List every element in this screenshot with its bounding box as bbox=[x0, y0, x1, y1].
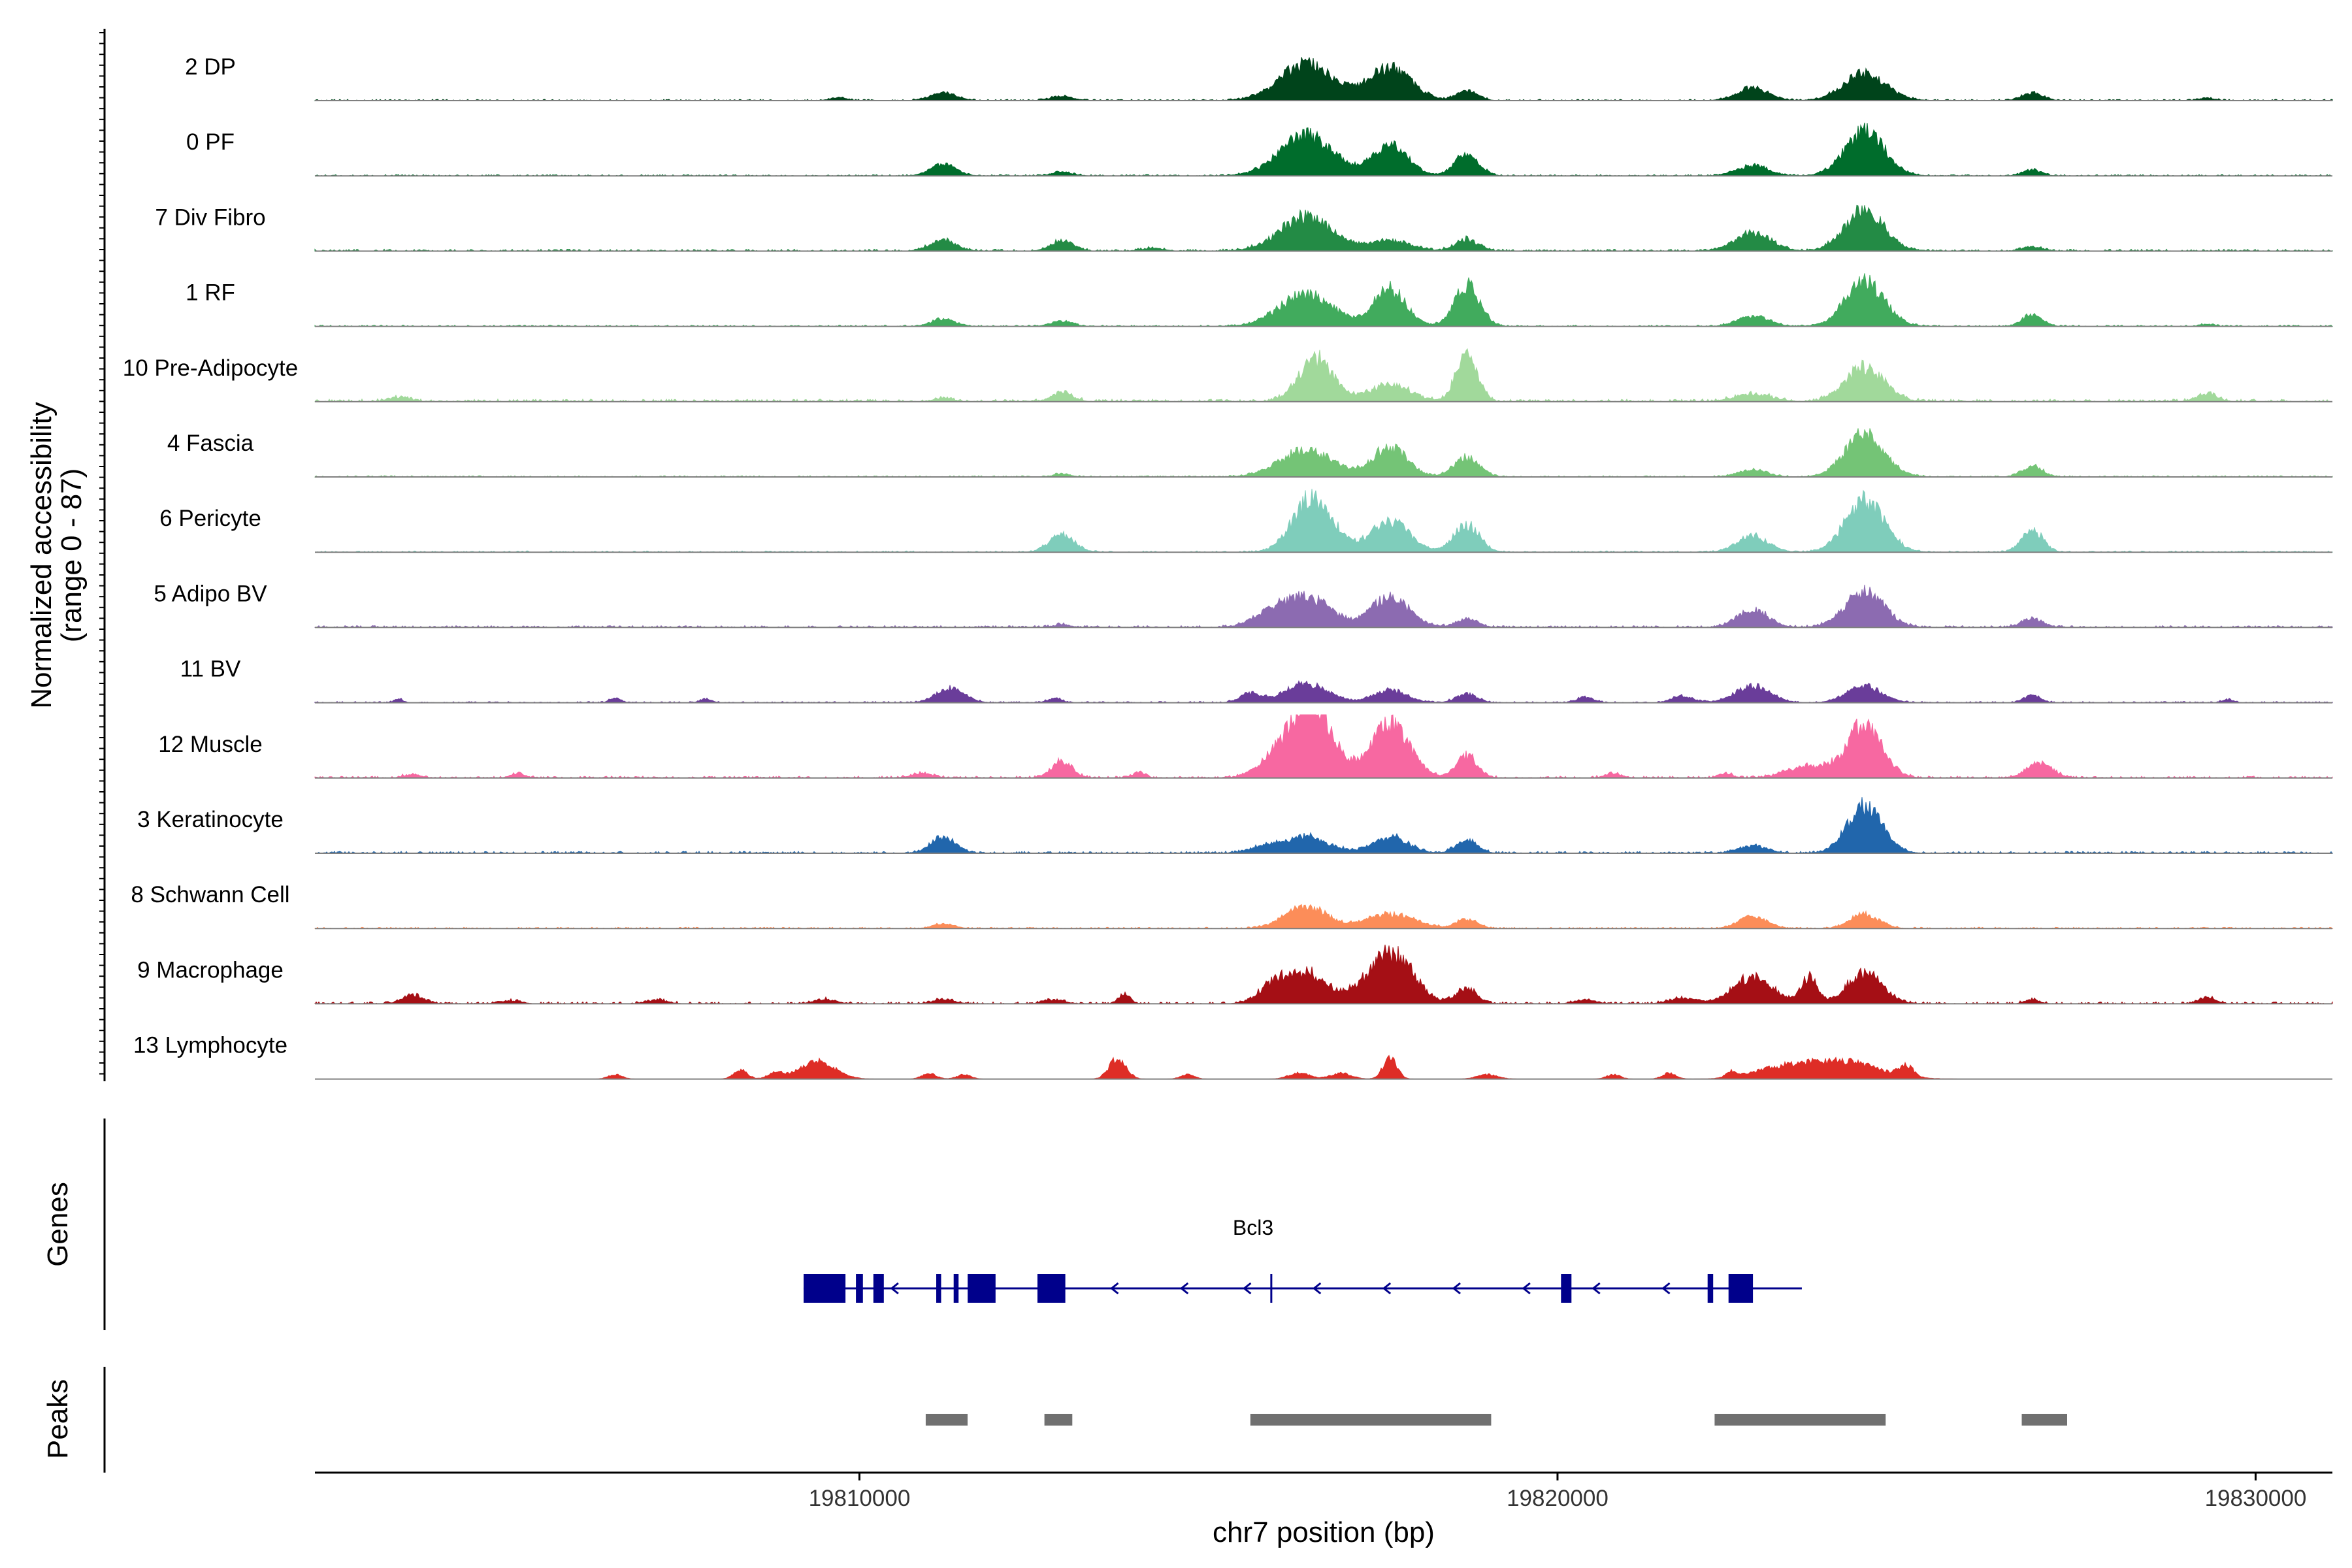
track-label: 8 Schwann Cell bbox=[131, 882, 289, 907]
gene-exon bbox=[1037, 1274, 1066, 1303]
track-label: 13 Lymphocyte bbox=[133, 1033, 287, 1058]
track-13-lymphocyte: 13 Lymphocyte bbox=[133, 1033, 2332, 1080]
track-label: 12 Muscle bbox=[158, 732, 263, 757]
coverage-y-ticks bbox=[99, 32, 105, 1075]
track-label: 0 PF bbox=[186, 129, 235, 155]
coverage-area-11-bv bbox=[314, 680, 2333, 704]
gene-track-label: Genes bbox=[42, 1182, 74, 1267]
coverage-area-2-dp bbox=[314, 57, 2333, 101]
track-1-rf: 1 RF bbox=[186, 273, 2334, 327]
strand-arrow bbox=[1382, 1282, 1392, 1295]
track-0-pf: 0 PF bbox=[186, 122, 2332, 177]
coverage-area-13-lymphocyte bbox=[315, 1054, 2332, 1080]
y-axis-label: Normalized accessibility bbox=[25, 402, 57, 708]
track-9-macrophage: 9 Macrophage bbox=[137, 944, 2333, 1005]
strand-arrow bbox=[1452, 1282, 1461, 1295]
peaks-track-label: Peaks bbox=[42, 1379, 74, 1459]
track-5-adipo-bv: 5 Adipo BV bbox=[154, 581, 2333, 629]
track-label: 11 BV bbox=[180, 657, 241, 682]
peak-region-bar bbox=[925, 1414, 968, 1426]
x-tick-label: 19810000 bbox=[809, 1486, 911, 1511]
strand-arrow bbox=[1522, 1282, 1531, 1295]
x-tick-label: 19830000 bbox=[2205, 1486, 2307, 1511]
gene-exon bbox=[1728, 1274, 1754, 1303]
track-label: 10 Pre-Adipocyte bbox=[123, 355, 298, 381]
accessibility-tracks: 2 DP 0 PF 7 Div Fibro 1 RF 10 Pre-Adipocyte 4… bbox=[123, 54, 2334, 1080]
gene-exon bbox=[873, 1274, 884, 1303]
track-3-keratinocyte: 3 Keratinocyte bbox=[137, 797, 2334, 854]
coverage-area-6-pericyte bbox=[315, 489, 2333, 553]
coverage-area-3-keratinocyte bbox=[315, 797, 2334, 854]
gene-exon bbox=[1707, 1274, 1714, 1303]
x-axis-ticks: 19810000 19820000 19830000 bbox=[809, 1473, 2307, 1511]
track-6-pericyte: 6 Pericyte bbox=[159, 489, 2333, 553]
coverage-area-1-rf bbox=[314, 273, 2334, 327]
x-axis-label: chr7 position (bp) bbox=[1213, 1516, 1435, 1548]
track-11-bv: 11 BV bbox=[180, 657, 2333, 704]
gene-exon bbox=[804, 1274, 846, 1303]
strand-arrow bbox=[1110, 1282, 1119, 1295]
gene-exon bbox=[953, 1274, 959, 1303]
strand-arrow bbox=[1661, 1282, 1671, 1295]
peaks-track: Peaks bbox=[42, 1367, 2067, 1473]
strand-arrow bbox=[1592, 1282, 1601, 1295]
track-label: 6 Pericyte bbox=[159, 506, 261, 531]
coverage-area-7-div-fibro bbox=[314, 204, 2333, 252]
track-4-fascia: 4 Fascia bbox=[167, 428, 2333, 478]
track-label: 3 Keratinocyte bbox=[137, 807, 284, 832]
peak-region-bar bbox=[1044, 1414, 1073, 1426]
gene-exon bbox=[968, 1274, 996, 1303]
track-label: 7 Div Fibro bbox=[155, 204, 265, 230]
track-label: 5 Adipo BV bbox=[154, 581, 267, 606]
coverage-area-8-schwann-cell bbox=[314, 904, 2334, 929]
coverage-area-9-macrophage bbox=[314, 944, 2333, 1005]
track-12-muscle: 12 Muscle bbox=[158, 714, 2333, 779]
track-label: 1 RF bbox=[186, 280, 235, 306]
peak-regions bbox=[925, 1414, 2067, 1426]
x-axis: 19810000 19820000 19830000 chr7 position (… bbox=[315, 1471, 2332, 1548]
gene-name-label: Bcl3 bbox=[1233, 1216, 1273, 1239]
gene-exon bbox=[1561, 1274, 1572, 1303]
strand-arrow bbox=[1179, 1282, 1189, 1295]
track-label: 2 DP bbox=[185, 54, 236, 80]
track-10-pre-adipocyte: 10 Pre-Adipocyte bbox=[123, 348, 2332, 402]
coverage-area-10-pre-adipocyte bbox=[314, 348, 2332, 402]
peak-region-bar bbox=[1714, 1414, 1886, 1426]
coverage-area-4-fascia bbox=[314, 428, 2333, 478]
track-label: 9 Macrophage bbox=[137, 957, 284, 983]
coverage-area-5-adipo-bv bbox=[314, 584, 2333, 629]
strand-arrow bbox=[1312, 1282, 1322, 1295]
track-label: 4 Fascia bbox=[167, 431, 254, 456]
x-tick-label: 19820000 bbox=[1507, 1486, 1609, 1511]
coverage-area-12-muscle bbox=[314, 714, 2333, 779]
track-2-dp: 2 DP bbox=[185, 54, 2333, 101]
gene-track: Genes Bcl3 bbox=[42, 1119, 1802, 1330]
y-axis-label-range: (range 0 - 87) bbox=[56, 468, 88, 643]
gene-exon bbox=[936, 1274, 941, 1303]
gene-model-bcl3 bbox=[803, 1274, 1802, 1303]
peak-region-bar bbox=[1250, 1414, 1492, 1426]
strand-arrow bbox=[1243, 1282, 1252, 1295]
gene-exon bbox=[856, 1274, 863, 1303]
coverage-area-0-pf bbox=[314, 122, 2332, 176]
peak-region-bar bbox=[2021, 1414, 2067, 1426]
track-7-div-fibro: 7 Div Fibro bbox=[155, 204, 2333, 252]
track-8-schwann-cell: 8 Schwann Cell bbox=[131, 882, 2334, 930]
strand-arrow bbox=[890, 1282, 899, 1295]
